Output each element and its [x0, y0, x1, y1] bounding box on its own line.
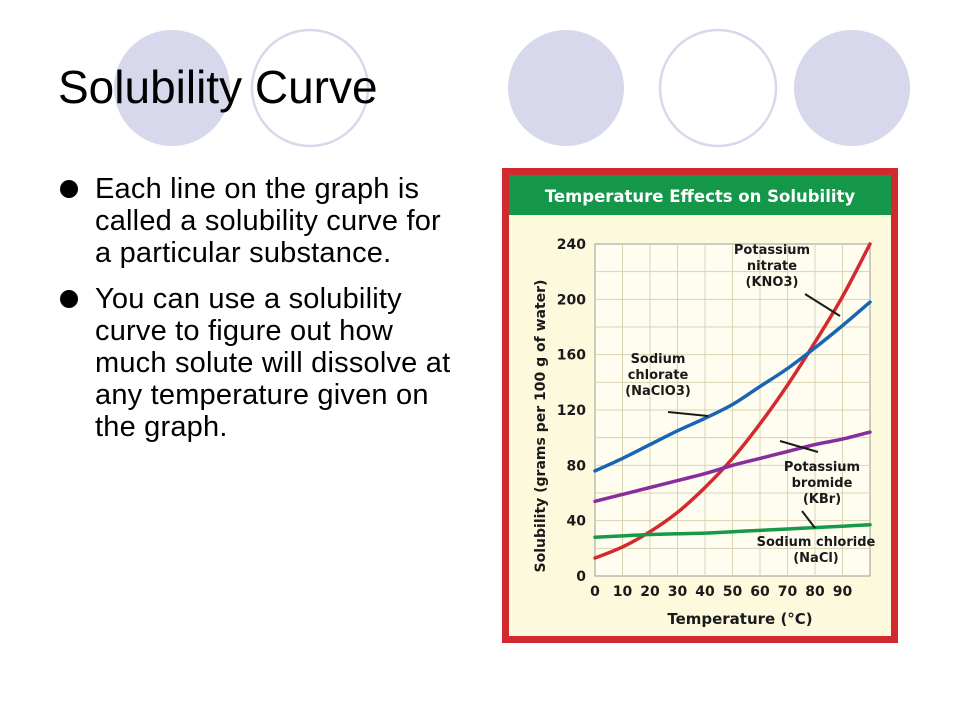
y-tick-label: 80	[567, 458, 587, 474]
x-tick-label: 10	[613, 584, 633, 600]
series-label-line: nitrate	[747, 259, 797, 274]
x-tick-label: 80	[805, 584, 825, 600]
series-leader-line-3	[779, 440, 819, 453]
series-line-4	[593, 523, 872, 540]
bullet-text-2: You can use a solubility curve to figure…	[95, 283, 451, 443]
decorative-circles	[114, 28, 910, 148]
x-tick-label: 0	[590, 584, 600, 600]
y-tick-label: 240	[557, 237, 586, 253]
bullet-dot-icon	[60, 290, 78, 308]
y-tick-label: 160	[557, 348, 586, 364]
y-axis-label: Solubility (grams per 100 g of water)	[533, 280, 549, 573]
series-leader-line-4	[801, 510, 816, 529]
y-tick-label: 120	[557, 403, 586, 419]
series-label-line: (KBr)	[803, 492, 841, 507]
series-label-line: Potassium	[784, 460, 860, 475]
series-label-line: chlorate	[628, 368, 689, 383]
series-leader-line-1	[804, 293, 841, 317]
series-label-2: Sodium chlorate (NaClO3)	[625, 352, 691, 399]
series-label-line: bromide	[792, 476, 853, 491]
bullet-list: Each line on the graph is called a solub…	[58, 173, 458, 457]
series-label-line: Potassium	[734, 243, 810, 258]
slide-title: Solubility Curve	[58, 61, 378, 113]
y-tick-label: 40	[567, 514, 587, 530]
bullet-item-1: Each line on the graph is called a solub…	[58, 173, 458, 269]
x-tick-label: 50	[723, 584, 743, 600]
series-label-line: (KNO3)	[746, 275, 799, 290]
bullet-text-1: Each line on the graph is called a solub…	[95, 173, 441, 269]
x-tick-label: 90	[833, 584, 853, 600]
series-line-2	[593, 300, 872, 473]
x-tick-label: 40	[695, 584, 715, 600]
chart-title: Temperature Effects on Solubility	[545, 187, 856, 206]
series-label-1: Potassium nitrate (KNO3)	[734, 243, 810, 290]
series-label-line: Sodium chloride	[757, 535, 876, 550]
bullet-item-2: You can use a solubility curve to figure…	[58, 283, 458, 443]
chart-title-band	[509, 175, 891, 215]
x-tick-label: 60	[750, 584, 770, 600]
series-line-3	[593, 430, 872, 504]
decor-circle-4	[658, 28, 778, 148]
plot-area: 0 10 20 30 40 50 60 70 80 90 0 40 80 120 160 200 240 Pota…	[557, 237, 876, 600]
series-leader-line-2	[667, 411, 709, 417]
x-tick-label: 20	[640, 584, 660, 600]
decor-circle-3	[508, 30, 624, 146]
decor-circle-2	[250, 28, 370, 148]
x-axis-label: Temperature (°C)	[667, 610, 812, 628]
series-label-line: (NaClO3)	[625, 384, 691, 399]
decor-circle-1	[114, 30, 230, 146]
y-tick-label: 0	[576, 569, 586, 585]
series-label-3: Potassium bromide (KBr)	[784, 460, 860, 507]
y-tick-label: 200	[557, 292, 586, 308]
x-tick-label: 70	[778, 584, 798, 600]
solubility-chart: Temperature Effects on Solubility 0 10 20 3…	[502, 168, 898, 643]
bullet-dot-icon	[60, 180, 78, 198]
series-label-4: Sodium chloride (NaCl)	[757, 535, 876, 566]
x-tick-label: 30	[668, 584, 688, 600]
series-label-line: Sodium	[631, 352, 686, 367]
decor-circle-5	[794, 30, 910, 146]
series-label-line: (NaCl)	[793, 551, 839, 566]
